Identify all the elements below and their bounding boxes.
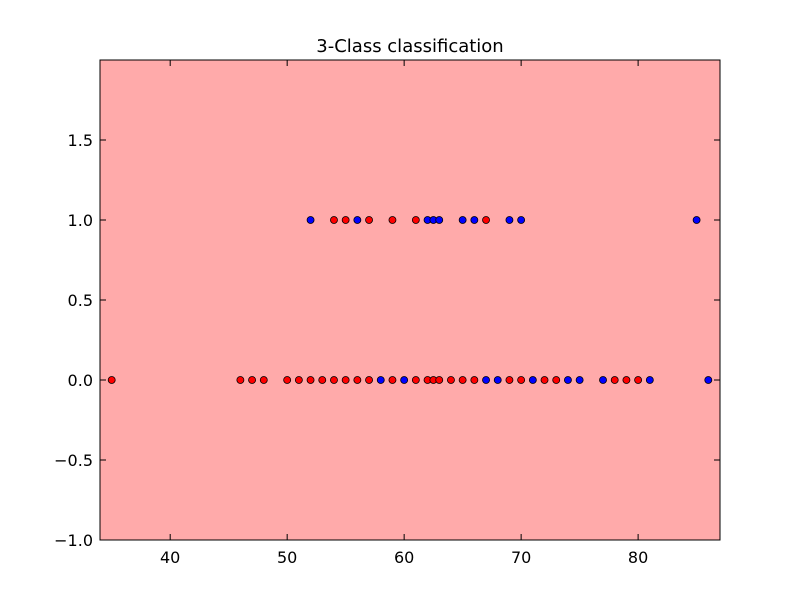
data-point	[435, 216, 444, 224]
data-point	[365, 376, 373, 384]
data-point	[388, 376, 397, 384]
data-point	[318, 376, 327, 384]
data-point	[575, 376, 584, 384]
data-point	[294, 376, 303, 384]
data-point	[470, 216, 479, 224]
data-point	[411, 216, 420, 224]
data-point	[458, 216, 467, 224]
x-tick-label: 40	[160, 548, 180, 567]
y-tick-label: 1.0	[68, 211, 93, 230]
data-point	[353, 376, 362, 384]
data-point	[505, 376, 514, 384]
data-point	[365, 216, 373, 224]
data-point	[517, 216, 526, 224]
data-point	[458, 376, 467, 384]
data-point	[692, 216, 701, 224]
y-tick-label: 0.0	[68, 371, 93, 390]
data-point	[552, 376, 561, 384]
data-point	[447, 376, 455, 384]
data-point	[388, 216, 397, 224]
x-tick-label: 70	[511, 548, 531, 567]
points-layer	[107, 216, 713, 384]
data-point	[411, 376, 420, 384]
data-point	[330, 376, 338, 384]
x-tick-label: 50	[277, 548, 297, 567]
data-point	[599, 376, 607, 384]
x-tick-label: 60	[394, 548, 414, 567]
data-point	[505, 216, 514, 224]
data-point	[622, 376, 631, 384]
data-point	[341, 216, 350, 224]
chart-title: 3-Class classification	[316, 36, 503, 57]
data-point	[353, 216, 362, 224]
data-point	[435, 376, 444, 384]
x-axis: 40 50 60 70 80	[160, 60, 648, 567]
x-tick-label: 80	[628, 548, 648, 567]
y-tick-label: −0.5	[54, 451, 93, 470]
data-point	[306, 376, 315, 384]
data-point	[704, 376, 713, 384]
data-point	[306, 216, 315, 224]
data-point	[400, 376, 409, 384]
plot-background	[100, 60, 720, 540]
y-tick-label: 0.5	[68, 291, 93, 310]
data-point	[248, 376, 256, 384]
data-point	[517, 376, 526, 384]
data-point	[645, 376, 654, 384]
data-point	[540, 376, 549, 384]
data-point	[528, 376, 537, 384]
data-point	[470, 376, 479, 384]
y-tick-label: 1.5	[68, 131, 93, 150]
data-point	[376, 376, 385, 384]
data-point	[482, 216, 490, 224]
data-point	[493, 376, 502, 384]
data-point	[283, 376, 292, 384]
data-point	[482, 376, 490, 384]
data-point	[341, 376, 350, 384]
plot-frame	[99, 59, 721, 541]
data-point	[634, 376, 643, 384]
data-point	[564, 376, 572, 384]
data-point	[610, 376, 619, 384]
data-point	[330, 216, 338, 224]
data-point	[236, 376, 245, 384]
data-point	[259, 376, 268, 384]
y-tick-label: −1.0	[54, 531, 93, 550]
plot-area	[100, 60, 720, 540]
data-point	[107, 376, 116, 384]
